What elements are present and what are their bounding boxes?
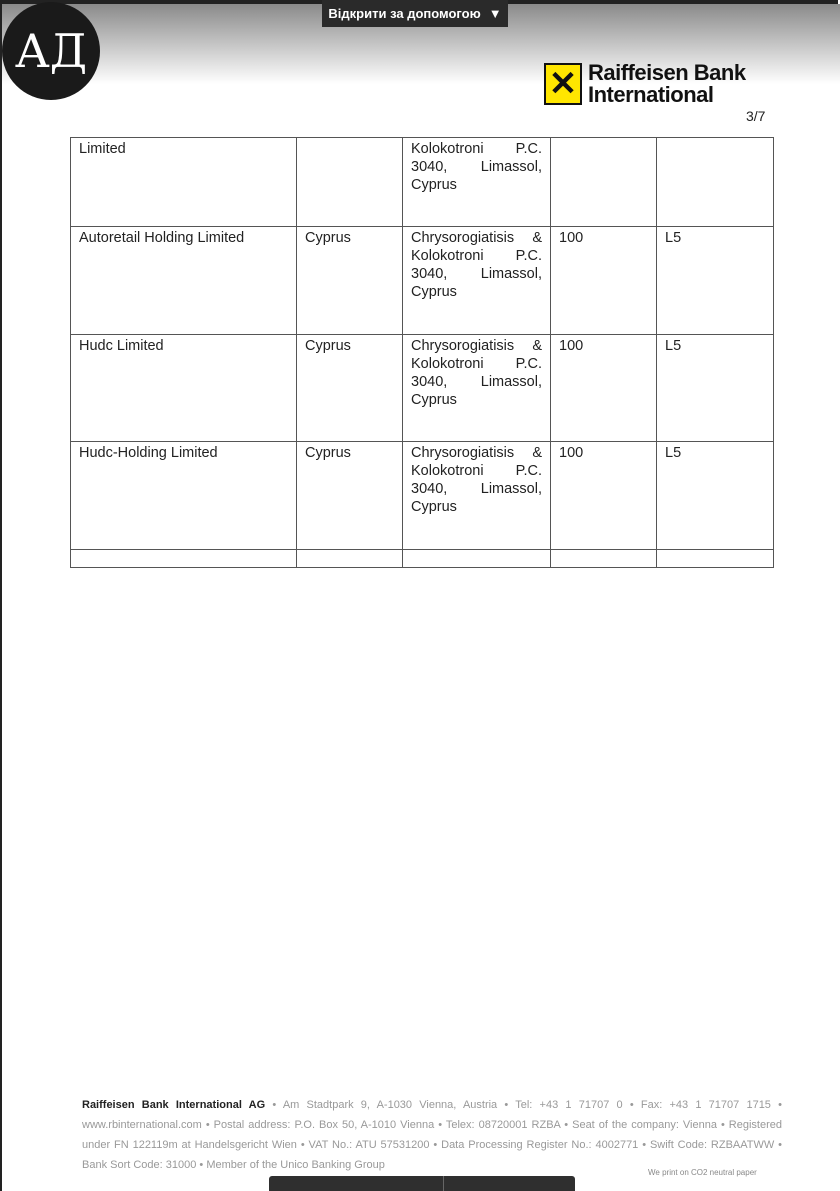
table-cell: Chrysorogiatisis & Kolokotroni P.C. 3040… [402,441,551,550]
table-cell: Autoretail Holding Limited [70,226,297,335]
bank-name-line2: International [588,82,714,107]
table-cell: L5 [656,334,774,442]
table-cell: Cyprus [296,334,403,442]
table-cell [656,549,774,568]
table-cell: Chrysorogiatisis & Kolokotroni P.C. 3040… [402,226,551,335]
page-number: 3/7 [746,108,766,124]
table-cell [656,137,774,227]
co2-note: We print on CO2 neutral paper [648,1168,757,1177]
table-cell: Hudc Limited [70,334,297,442]
table-cell [296,137,403,227]
table-cell: 100 [550,226,657,335]
table-cell [70,549,297,568]
table-cell: 100 [550,334,657,442]
table-cell: Chrysorogiatisis & Kolokotroni P.C. 3040… [402,334,551,442]
table-cell: Cyprus [296,226,403,335]
open-with-button[interactable]: Відкрити за допомогою ▼ [322,0,508,27]
table-cell [550,549,657,568]
table-cell: Limited [70,137,297,227]
table-row: Limited Kolokotroni P.C. 3040, Limassol, … [70,137,774,227]
watermark-logo: АД [2,2,100,100]
table-cell [550,137,657,227]
table-cell: Kolokotroni P.C. 3040, Limassol, Cyprus [402,137,551,227]
table-cell [296,549,403,568]
shareholding-table: Limited Kolokotroni P.C. 3040, Limassol, … [70,137,774,568]
caret-down-icon: ▼ [488,6,502,21]
table-row: Hudc Limited Cyprus Chrysorogiatisis & Kol… [70,334,774,442]
bank-logo: ✕ Raiffeisen Bank International [544,62,746,106]
open-with-label: Відкрити за допомогою [328,6,481,21]
bank-name-line1: Raiffeisen Bank [588,60,746,85]
table-row: Hudc-Holding Limited Cyprus Chrysorogiatis… [70,441,774,550]
table-row: Autoretail Holding Limited Cyprus Chrysoro… [70,226,774,335]
footer-company: Raiffeisen Bank International AG [82,1099,266,1111]
viewer-bottom-toolbar[interactable] [269,1176,575,1191]
footer-text: • Am Stadtpark 9, A-1030 Vienna, Austria… [82,1099,782,1171]
table-cell: Cyprus [296,441,403,550]
table-cell: Hudc-Holding Limited [70,441,297,550]
table-cell: L5 [656,226,774,335]
raiffeisen-gable-icon: ✕ [544,63,582,105]
table-cell: 100 [550,441,657,550]
table-row [70,549,774,568]
table-cell [402,549,551,568]
table-cell: L5 [656,441,774,550]
footer-legal: Raiffeisen Bank International AG • Am St… [82,1095,782,1175]
